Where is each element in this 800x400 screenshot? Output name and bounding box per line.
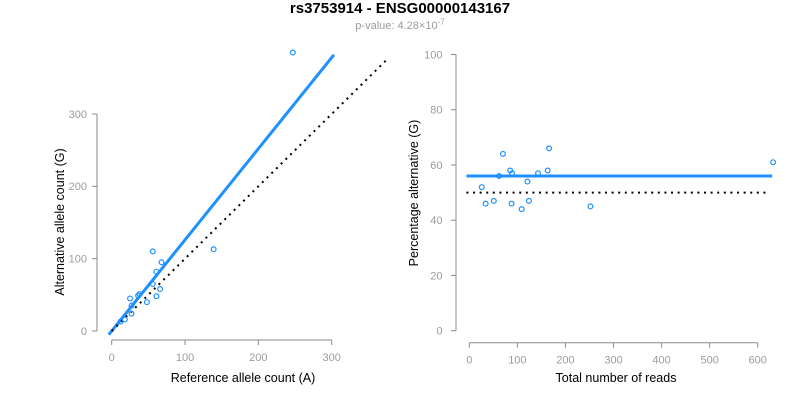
data-point	[289, 49, 296, 56]
right-scatter-plot: Total number of reads Percentage alterna…	[407, 49, 777, 385]
x-tick-label: 300	[323, 352, 341, 364]
x-tick-label: 0	[466, 355, 472, 367]
p-value-exponent: -7	[437, 17, 445, 27]
left-scatter-plot: Reference allele count (A) Alternative a…	[53, 49, 388, 385]
y-tick-label: 40	[430, 215, 442, 227]
y-tick-label: 100	[69, 253, 87, 265]
data-point	[478, 184, 485, 191]
data-point	[508, 200, 515, 207]
data-point	[587, 203, 594, 210]
data-point	[524, 178, 531, 185]
figure-title: rs3753914 - ENSG00000143167	[289, 0, 511, 17]
y-tick-label: 200	[69, 181, 87, 193]
data-point	[499, 150, 506, 157]
y-tick-label: 20	[430, 270, 442, 282]
p-value-subtitle: p-value: 4.28×10-7	[0, 17, 800, 33]
right-y-axis-label: Percentage alternative (G)	[407, 120, 421, 267]
data-point	[149, 248, 156, 255]
data-point	[149, 280, 156, 287]
y-tick-label: 60	[430, 160, 442, 172]
data-point	[127, 295, 134, 302]
data-point	[544, 167, 551, 174]
y-tick-label: 300	[69, 109, 87, 121]
data-point	[496, 173, 503, 180]
data-point	[770, 159, 777, 166]
x-tick-label: 200	[249, 352, 267, 364]
data-point	[525, 197, 532, 204]
y-tick-label: 100	[424, 49, 442, 61]
identity-dotted-line	[110, 59, 388, 332]
x-tick-label: 600	[749, 355, 767, 367]
x-tick-label: 100	[176, 352, 194, 364]
data-point	[121, 316, 128, 323]
data-point	[157, 286, 164, 293]
x-tick-label: 200	[556, 355, 574, 367]
right-x-axis-label: Total number of reads	[556, 371, 677, 385]
x-tick-label: 0	[109, 352, 115, 364]
data-point	[128, 302, 135, 309]
left-y-axis-label: Alternative allele count (G)	[53, 148, 67, 295]
data-point	[158, 259, 165, 266]
x-tick-label: 400	[652, 355, 670, 367]
x-tick-label: 300	[604, 355, 622, 367]
x-tick-label: 500	[700, 355, 718, 367]
data-point	[128, 310, 135, 317]
data-point	[490, 197, 497, 204]
data-point	[546, 145, 553, 152]
y-tick-label: 0	[81, 326, 87, 338]
left-x-axis-label: Reference allele count (A)	[171, 371, 316, 385]
y-tick-label: 80	[430, 105, 442, 117]
data-point	[210, 246, 217, 253]
data-point	[153, 293, 160, 300]
y-tick-label: 0	[436, 326, 442, 338]
data-point	[135, 292, 142, 299]
x-tick-label: 100	[508, 355, 526, 367]
data-point	[509, 170, 516, 177]
data-point	[518, 206, 525, 213]
data-point	[153, 268, 160, 275]
data-point	[482, 200, 489, 207]
data-point	[136, 291, 143, 298]
data-point	[143, 299, 150, 306]
regression-fit-line	[107, 53, 336, 336]
p-value-text: p-value: 4.28×10	[355, 20, 438, 32]
data-point	[535, 170, 542, 177]
